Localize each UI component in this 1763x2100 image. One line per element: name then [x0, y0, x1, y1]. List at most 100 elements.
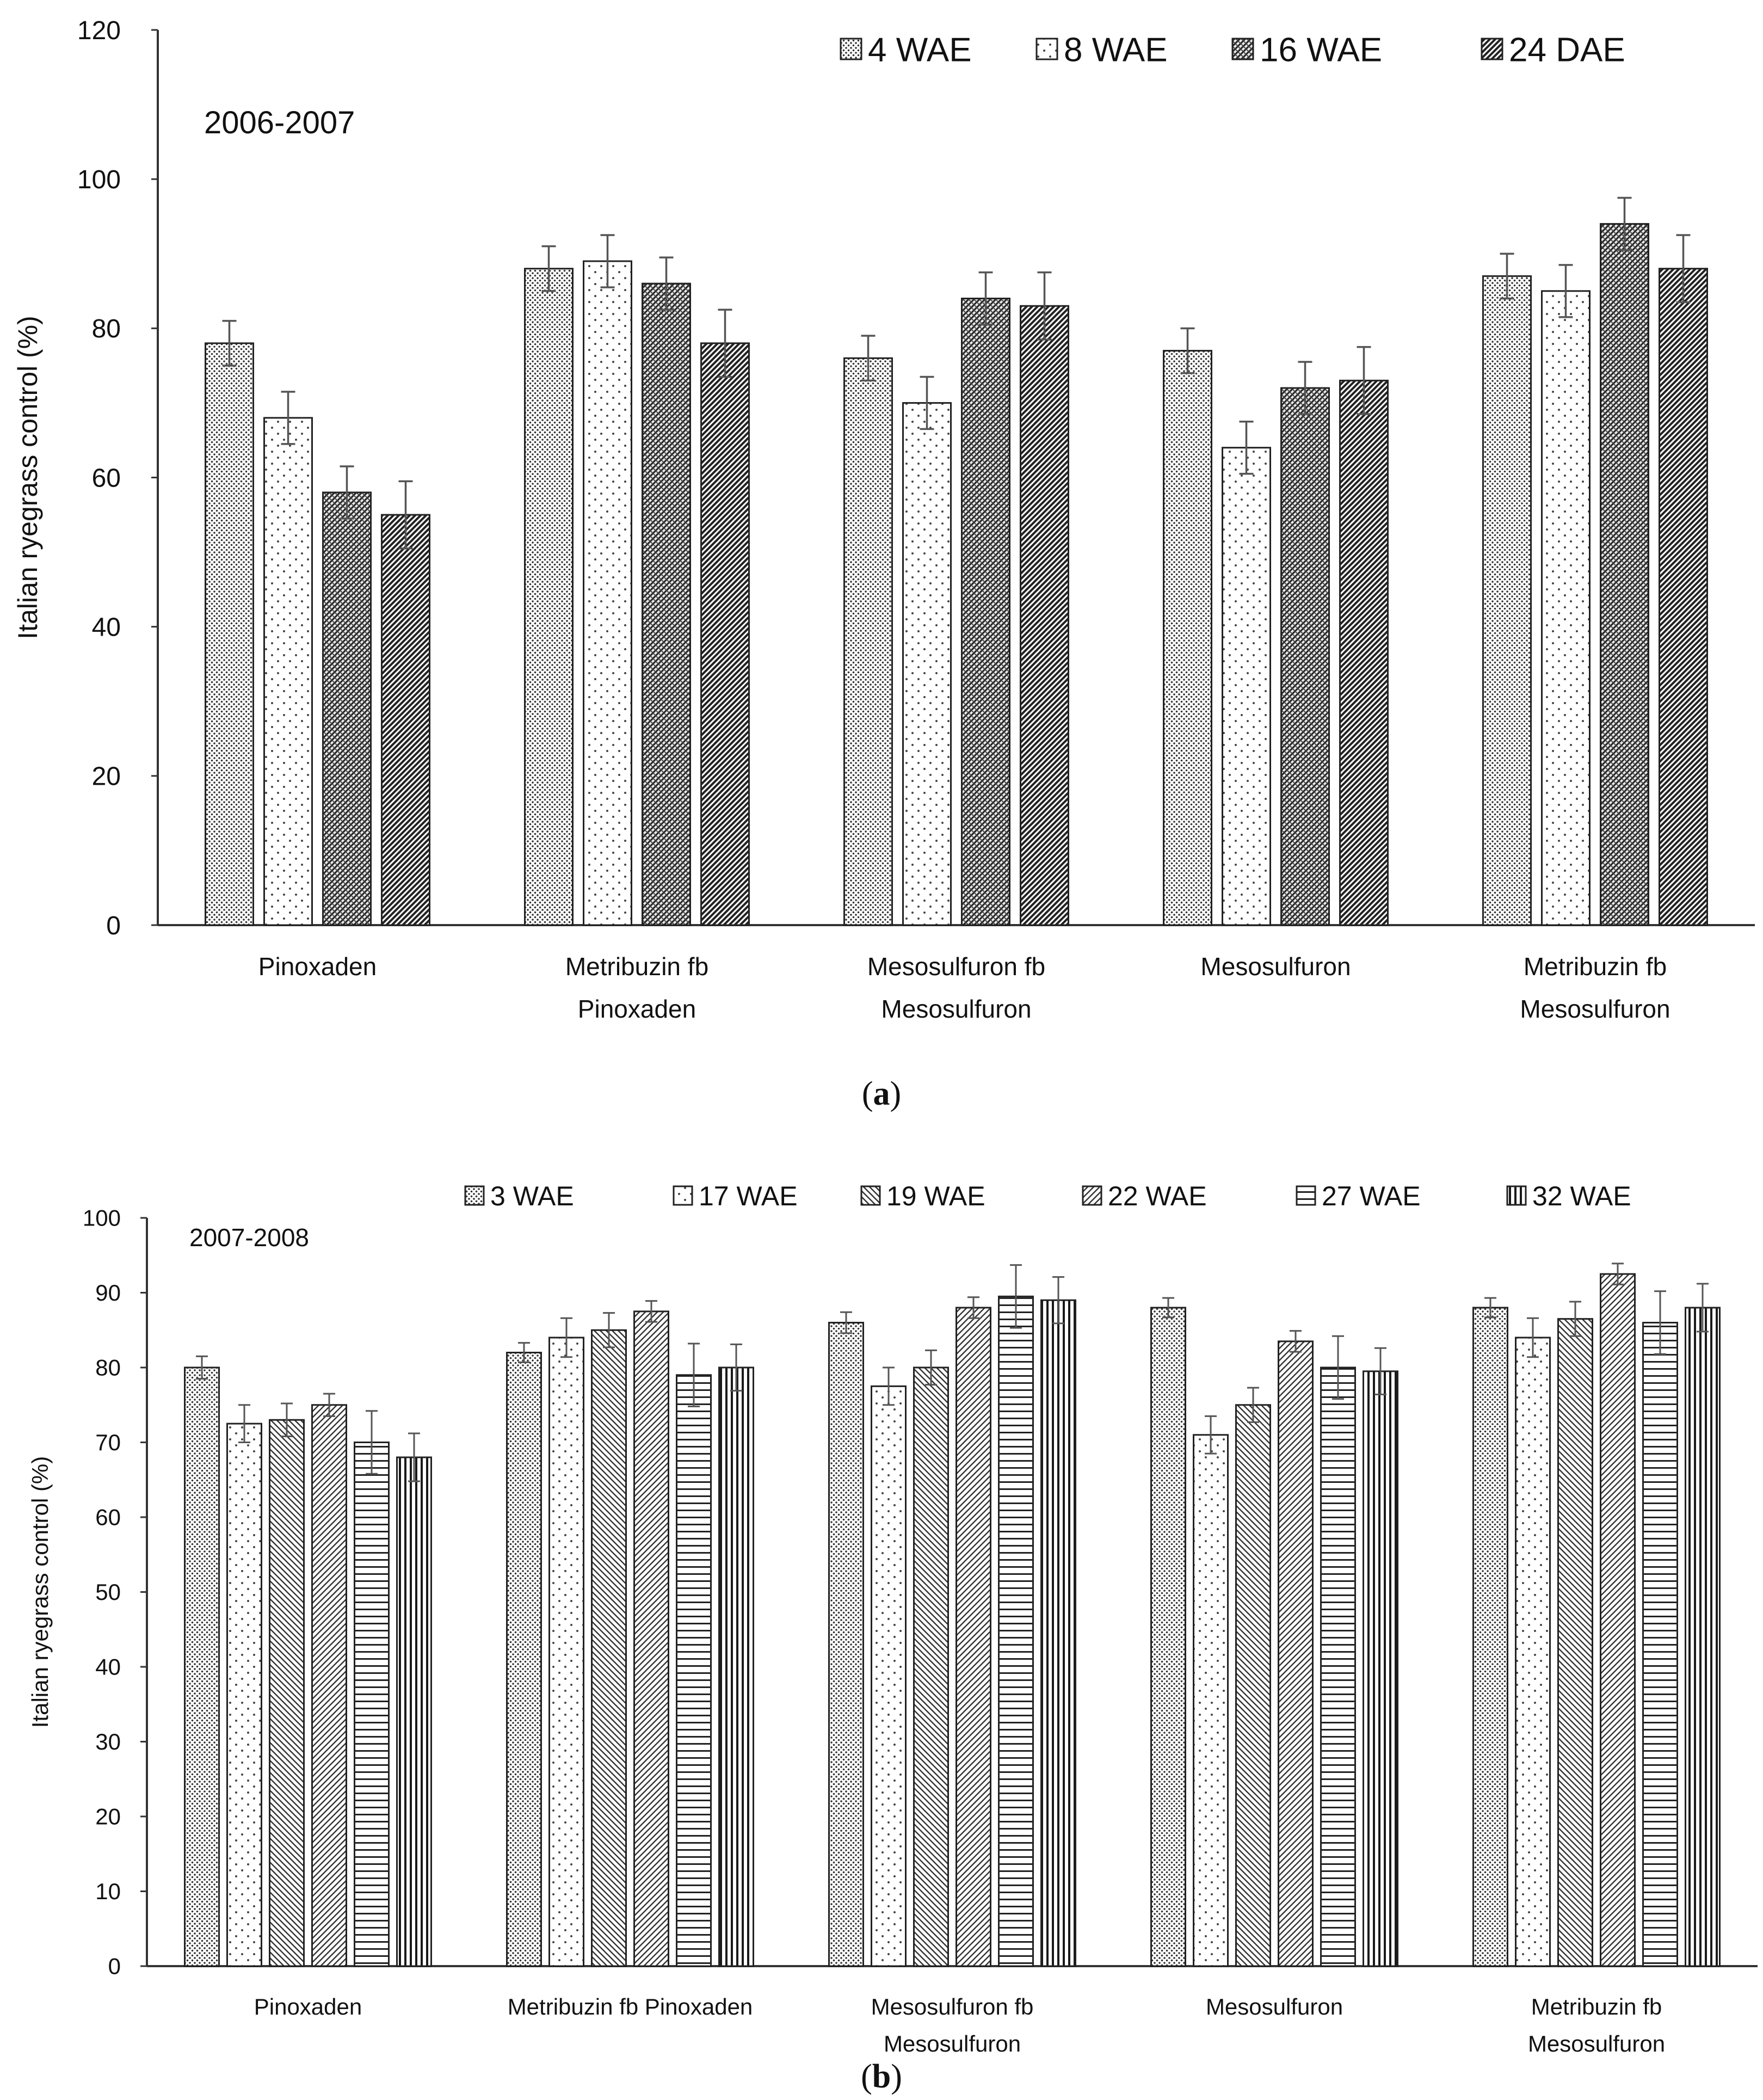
bar-3-wae: [1150, 1307, 1186, 1967]
y-tick-label: 100: [83, 1205, 121, 1231]
legend-label: 3 WAE: [490, 1181, 574, 1211]
bar-3-wae: [1472, 1307, 1508, 1967]
y-tick-label: 60: [95, 1505, 121, 1530]
season-annotation: 2006-2007: [204, 105, 355, 140]
y-tick-label: 0: [106, 912, 121, 940]
bar-27-wae: [1320, 1366, 1356, 1967]
legend-swatch: [464, 1185, 485, 1206]
bar-32-wae: [1040, 1299, 1076, 1967]
legend-item-24-dae: 24 DAE: [1481, 31, 1625, 69]
legend-swatch: [1035, 38, 1058, 60]
panel-label-a: (a): [862, 1075, 901, 1112]
legend-swatch: [860, 1185, 881, 1206]
bar-32-wae: [1685, 1307, 1721, 1967]
y-tick-label: 20: [92, 762, 121, 791]
bar-4-wae: [205, 342, 254, 926]
bar-22-wae: [633, 1310, 669, 1967]
bar-19-wae: [913, 1366, 949, 1967]
legend-item-19-wae: 19 WAE: [860, 1181, 985, 1211]
x-category-label: Mesosulfuron fb Mesosulfuron: [871, 1994, 1034, 2056]
bar-8-wae: [263, 417, 313, 926]
legend-label: 22 WAE: [1108, 1181, 1207, 1211]
legend-swatch: [1506, 1185, 1527, 1206]
y-tick-label: 70: [95, 1430, 121, 1455]
bar-16-wae: [1280, 387, 1330, 926]
bar-27-wae: [998, 1295, 1034, 1967]
x-category-label: Pinoxaden: [258, 952, 377, 981]
legend-label: 19 WAE: [886, 1181, 985, 1211]
legend-label: 24 DAE: [1509, 31, 1625, 69]
bar-27-wae: [1642, 1322, 1678, 1967]
x-category-label: Mesosulfuron: [1200, 952, 1351, 981]
x-category-label: Mesosulfuron fb Mesosulfuron: [867, 952, 1045, 1023]
bar-22-wae: [1278, 1340, 1314, 1967]
bar-4-wae: [843, 357, 893, 926]
legend-label: 27 WAE: [1322, 1181, 1421, 1211]
bar-4-wae: [524, 268, 574, 926]
y-tick-label: 80: [92, 315, 121, 343]
bar-24-dae: [1659, 268, 1708, 926]
y-tick-label: 10: [95, 1879, 121, 1904]
bar-8-wae: [1222, 447, 1271, 926]
legend-swatch: [1231, 38, 1254, 60]
bar-16-wae: [961, 298, 1010, 926]
bar-16-wae: [1600, 223, 1649, 926]
bar-17-wae: [871, 1385, 907, 1967]
bar-8-wae: [583, 260, 632, 926]
bar-16-wae: [322, 491, 372, 926]
bar-17-wae: [226, 1422, 262, 1967]
bar-24-dae: [700, 342, 750, 926]
bar-19-wae: [1235, 1404, 1271, 1967]
x-category-label: Metribuzin fb Pinoxaden: [508, 1994, 753, 2019]
x-category-label: Pinoxaden: [254, 1994, 362, 2019]
bar-19-wae: [1557, 1318, 1593, 1967]
bar-17-wae: [548, 1337, 584, 1967]
legend-item-32-wae: 32 WAE: [1506, 1181, 1631, 1211]
legend-item-8-wae: 8 WAE: [1035, 31, 1168, 69]
y-tick-label: 40: [95, 1654, 121, 1680]
bar-3-wae: [828, 1322, 864, 1967]
legend-swatch: [1296, 1185, 1316, 1206]
y-tick-label: 120: [77, 16, 121, 45]
bar-22-wae: [1600, 1273, 1636, 1967]
y-tick-label: 80: [95, 1355, 121, 1381]
y-tick-label: 20: [95, 1804, 121, 1830]
legend-label: 32 WAE: [1532, 1181, 1631, 1211]
legend-item-3-wae: 3 WAE: [464, 1181, 574, 1211]
y-tick-label: 90: [95, 1280, 121, 1305]
panel-label-b: (b): [861, 2058, 902, 2095]
legend-swatch: [673, 1185, 693, 1206]
legend-label: 8 WAE: [1064, 31, 1168, 69]
bar-17-wae: [1515, 1337, 1551, 1967]
y-tick-label: 30: [95, 1729, 121, 1754]
y-axis-title: Italian ryegrass control (%): [27, 1456, 53, 1728]
legend-swatch: [1082, 1185, 1102, 1206]
y-tick-label: 0: [108, 1954, 121, 1979]
bar-19-wae: [591, 1329, 627, 1967]
y-tick-label: 100: [77, 165, 121, 194]
bar-22-wae: [956, 1307, 991, 1967]
x-category-label: Metribuzin fb Mesosulfuron: [1528, 1994, 1665, 2056]
bar-8-wae: [902, 402, 952, 926]
legend-item-22-wae: 22 WAE: [1082, 1181, 1207, 1211]
bar-16-wae: [642, 282, 691, 926]
bar-32-wae: [1363, 1370, 1398, 1967]
x-category-label: Metribuzin fb Pinoxaden: [565, 952, 708, 1023]
bar-3-wae: [184, 1366, 220, 1967]
bar-27-wae: [354, 1442, 390, 1967]
y-tick-label: 50: [95, 1579, 121, 1605]
y-tick-label: 40: [92, 613, 121, 642]
legend-item-4-wae: 4 WAE: [840, 31, 972, 69]
bar-22-wae: [311, 1404, 347, 1967]
x-category-label: Metribuzin fb Mesosulfuron: [1520, 952, 1670, 1023]
legend-label: 16 WAE: [1260, 31, 1382, 69]
legend-label: 17 WAE: [699, 1181, 798, 1211]
bar-3-wae: [506, 1352, 542, 1967]
bar-8-wae: [1541, 290, 1591, 926]
bar-17-wae: [1193, 1434, 1229, 1967]
legend-swatch: [840, 38, 862, 60]
y-tick-label: 60: [92, 464, 121, 492]
bar-32-wae: [718, 1366, 754, 1967]
chart-panel-a: 0 20 40 60 80 100 120 Italian ryegrass control …: [13, 16, 1755, 1023]
